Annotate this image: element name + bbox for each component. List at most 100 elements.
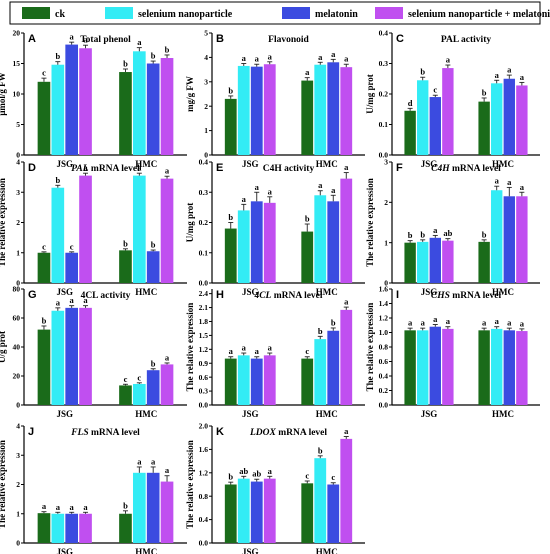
significance-letter: a: [165, 166, 170, 176]
bar: [237, 210, 250, 283]
significance-letter: ab: [239, 466, 248, 476]
bar: [250, 66, 263, 155]
bar: [327, 330, 340, 405]
x-category-label: JSG: [56, 409, 73, 419]
significance-letter: a: [255, 54, 260, 64]
y-tick-label: 0: [16, 151, 20, 160]
significance-letter: a: [507, 65, 512, 75]
legend-entry: ck: [22, 7, 65, 20]
bar: [79, 307, 92, 405]
y-tick-label: 0.0: [199, 401, 209, 410]
panel-letter: J: [28, 426, 34, 438]
bar: [65, 307, 79, 405]
panel-title: Total phenol: [80, 35, 131, 45]
y-tick-label: 3: [204, 77, 208, 86]
significance-letter: b: [55, 51, 60, 61]
bar: [327, 201, 340, 283]
bar: [37, 329, 51, 405]
bar: [263, 478, 276, 543]
bar: [301, 231, 314, 283]
legend-swatch: [22, 7, 50, 19]
panel-title: 4CL activity: [81, 291, 131, 301]
significance-letter: a: [137, 37, 142, 47]
y-axis-label: mg/g FW: [185, 76, 195, 112]
y-tick-label: 0: [204, 151, 208, 160]
y-tick-label: 1.8: [199, 317, 209, 326]
significance-letter: a: [495, 316, 500, 326]
y-tick-label: 3: [16, 188, 20, 197]
significance-letter: a: [446, 316, 451, 326]
significance-letter: b: [165, 44, 170, 54]
bar: [314, 458, 327, 543]
significance-letter: b: [151, 240, 156, 250]
significance-letter: b: [123, 238, 128, 248]
y-tick-label: 15: [13, 59, 21, 68]
y-tick-label: 0.2: [199, 218, 209, 227]
bar: [301, 80, 314, 155]
significance-letter: a: [83, 35, 88, 45]
significance-letter: a: [165, 352, 170, 362]
y-tick-label: 0.0: [199, 279, 209, 288]
significance-letter: a: [70, 295, 75, 305]
x-category-label: HMC: [135, 287, 157, 297]
y-tick-label: 2.1: [199, 303, 209, 312]
bar: [37, 81, 51, 155]
y-axis-label: μmol/g FW: [0, 72, 7, 115]
bar: [263, 64, 276, 155]
bar: [119, 72, 132, 155]
bar: [340, 178, 353, 283]
significance-letter: ab: [252, 469, 261, 479]
significance-letter: a: [242, 194, 247, 204]
significance-letter: b: [151, 358, 156, 368]
y-tick-label: 2: [16, 218, 20, 227]
panel-title: FLS mRNA level: [70, 428, 140, 438]
significance-letter: a: [70, 32, 75, 42]
bar: [478, 241, 490, 283]
bar: [478, 101, 490, 155]
bar: [224, 98, 237, 155]
legend-entry: melatonin: [282, 7, 358, 20]
bar: [119, 513, 132, 543]
bar: [404, 110, 416, 155]
y-tick-label: 1.2: [199, 345, 209, 354]
bar: [146, 370, 160, 405]
significance-letter: a: [331, 185, 336, 195]
bar: [160, 178, 174, 283]
x-category-label: HMC: [135, 547, 157, 554]
x-category-label: HMC: [492, 409, 514, 419]
y-tick-label: 1: [16, 509, 20, 518]
significance-letter: a: [56, 502, 61, 512]
significance-letter: b: [408, 230, 413, 240]
bar: [132, 383, 146, 405]
y-tick-label: 0.0: [379, 401, 389, 410]
bar: [224, 484, 237, 543]
x-category-label: HMC: [316, 409, 338, 419]
significance-letter: b: [228, 85, 233, 95]
bar: [314, 64, 327, 155]
bar: [340, 67, 353, 155]
significance-letter: a: [268, 186, 273, 196]
significance-letter: a: [344, 54, 349, 64]
significance-letter: a: [495, 176, 500, 186]
y-tick-label: 0: [384, 279, 388, 288]
significance-letter: a: [507, 177, 512, 187]
y-tick-label: 0.6: [379, 357, 389, 366]
significance-letter: a: [268, 343, 273, 353]
panel-letter: G: [28, 289, 37, 301]
significance-letter: a: [344, 426, 349, 436]
bar: [132, 472, 146, 543]
significance-letter: b: [42, 315, 47, 325]
y-tick-label: 5: [16, 120, 20, 129]
panel-letter: K: [216, 426, 224, 438]
y-tick-label: 0.3: [379, 59, 389, 68]
y-tick-label: 0.2: [379, 90, 389, 99]
bar: [237, 65, 250, 155]
bar: [119, 250, 132, 283]
panel-i: 0.0 0.2 0.4 0.6 0.8 1.0 1.2 1.4 1.6 I CHS mRNA lev…: [365, 285, 540, 419]
significance-letter: c: [305, 470, 309, 480]
significance-letter: b: [482, 229, 487, 239]
panel-title: PAL activity: [441, 35, 491, 45]
x-category-label: JSG: [242, 287, 259, 297]
y-axis-label: The relative expression: [365, 303, 375, 392]
